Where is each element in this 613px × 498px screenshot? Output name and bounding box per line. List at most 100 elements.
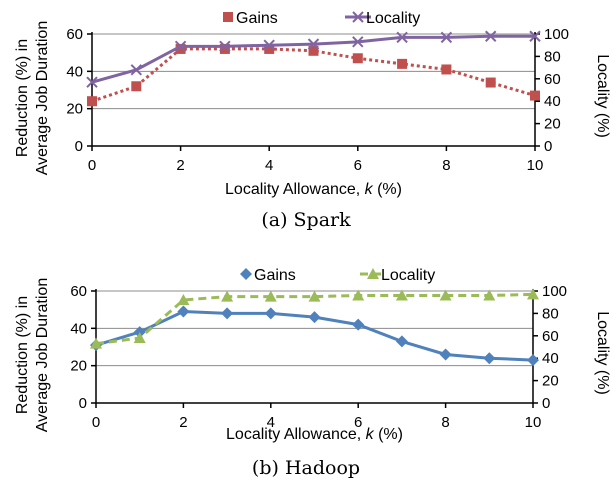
x-tick-label: 4 <box>265 157 273 174</box>
data-point <box>440 31 453 44</box>
figure-caption: (a) Spark <box>261 209 351 231</box>
legend-item-locality: Locality <box>360 267 435 284</box>
legend-item-locality: Locality <box>345 10 420 27</box>
y-tick-label: 0 <box>75 138 83 155</box>
data-point <box>177 305 190 318</box>
y2-tick-label: 0 <box>542 395 550 412</box>
data-point <box>397 58 408 69</box>
data-point <box>263 39 275 51</box>
x-axis-title: Locality Allowance, k (%) <box>225 181 402 198</box>
legend-marker <box>240 268 252 280</box>
series-gains <box>90 305 539 367</box>
legend-marker <box>223 12 233 22</box>
data-point-stroke-b <box>307 38 320 50</box>
legend-label: Gains <box>236 10 278 27</box>
x-tick-label: 6 <box>354 157 362 174</box>
x-axis-title-variable: k <box>365 181 374 198</box>
data-point-stroke-b <box>484 30 497 42</box>
data-point <box>352 53 363 64</box>
data-point <box>133 332 146 344</box>
x-tick-label: 0 <box>88 157 96 174</box>
chart-spark: 0 20 40 60 0 20 40 60 80 100 0 2 4 6 8 10 Gains Locality L… <box>14 10 611 231</box>
data-point <box>352 318 365 331</box>
y2-axis-title: Locality (%) <box>594 54 611 138</box>
y2-tick-label: 40 <box>542 350 559 367</box>
x-axis-title-variable: k <box>366 426 375 443</box>
legend-label: Locality <box>381 267 435 284</box>
data-point-stroke-b <box>396 31 408 44</box>
y2-tick-label: 100 <box>544 26 569 43</box>
data-point <box>221 290 234 302</box>
y-tick-label: 20 <box>66 101 83 118</box>
x-tick-label: 6 <box>354 414 362 431</box>
x-axis-title: Locality Allowance, k (%) <box>226 426 403 443</box>
y2-axis-title: Locality (%) <box>594 311 611 395</box>
legend-item-gains: Gains <box>240 267 296 284</box>
y-axis-title-line: Average Job Duration <box>34 278 51 432</box>
x-axis-title-text: Locality Allowance, <box>226 426 366 443</box>
data-point <box>308 45 319 56</box>
data-point-stroke-b <box>263 39 275 51</box>
data-point-stroke-b <box>174 40 187 53</box>
data-point-stroke-b <box>130 64 143 76</box>
data-point <box>131 81 142 92</box>
chart-hadoop: 0 20 40 60 0 20 40 60 80 100 0 2 4 6 8 10 Gains Locality L… <box>14 267 611 479</box>
data-point <box>308 311 321 324</box>
y-tick-label: 40 <box>66 63 83 80</box>
data-point <box>264 43 275 54</box>
series-line <box>95 292 534 346</box>
data-point <box>439 289 452 301</box>
y-axis-title-line: Reduction (%) in <box>14 296 31 414</box>
data-point <box>175 43 186 54</box>
data-point <box>484 30 497 42</box>
data-point <box>177 293 190 305</box>
data-point <box>219 40 231 53</box>
data-point <box>352 36 364 48</box>
data-point <box>264 290 277 302</box>
x-tick-label: 2 <box>179 414 187 431</box>
figure-caption: (b) Hadoop <box>252 457 360 479</box>
x-tick-label: 8 <box>442 157 450 174</box>
data-point <box>439 348 452 361</box>
data-point <box>396 31 408 44</box>
legend-marker <box>367 268 379 279</box>
x-tick-label: 10 <box>525 414 542 431</box>
data-point <box>483 352 496 365</box>
data-point <box>307 38 320 50</box>
data-point <box>483 289 496 301</box>
data-point <box>174 40 187 53</box>
y-axis-title-line: Reduction (%) in <box>14 39 31 157</box>
data-point <box>527 354 539 367</box>
x-axis-title-unit: (%) <box>374 426 403 443</box>
data-point <box>485 77 496 88</box>
data-point-stroke-b <box>529 30 541 42</box>
data-point <box>308 290 321 302</box>
data-point <box>90 337 102 349</box>
data-point <box>527 288 539 300</box>
data-point-stroke-b <box>440 31 453 44</box>
y-axis-title-line: Average Job Duration <box>34 21 51 175</box>
x-axis-title-unit: (%) <box>373 181 402 198</box>
x-tick-label: 4 <box>267 414 275 431</box>
y-tick-label: 60 <box>70 283 87 300</box>
series-gains <box>87 43 540 107</box>
data-point <box>219 43 230 54</box>
data-point-stroke-b <box>219 40 231 53</box>
data-point <box>87 96 97 107</box>
data-point <box>395 289 408 301</box>
y2-tick-label: 0 <box>544 138 552 155</box>
legend-marker-stroke-b <box>352 11 364 23</box>
y-tick-label: 0 <box>79 395 87 412</box>
legend-marker <box>352 11 364 23</box>
y2-tick-label: 80 <box>542 305 559 322</box>
y2-tick-label: 40 <box>544 93 561 110</box>
x-tick-label: 8 <box>441 414 449 431</box>
series-line <box>91 47 536 103</box>
data-point <box>221 307 234 320</box>
x-tick-label: 0 <box>92 414 100 431</box>
x-tick-label: 2 <box>176 157 184 174</box>
data-point <box>352 289 365 301</box>
legend-label: Locality <box>366 10 420 27</box>
